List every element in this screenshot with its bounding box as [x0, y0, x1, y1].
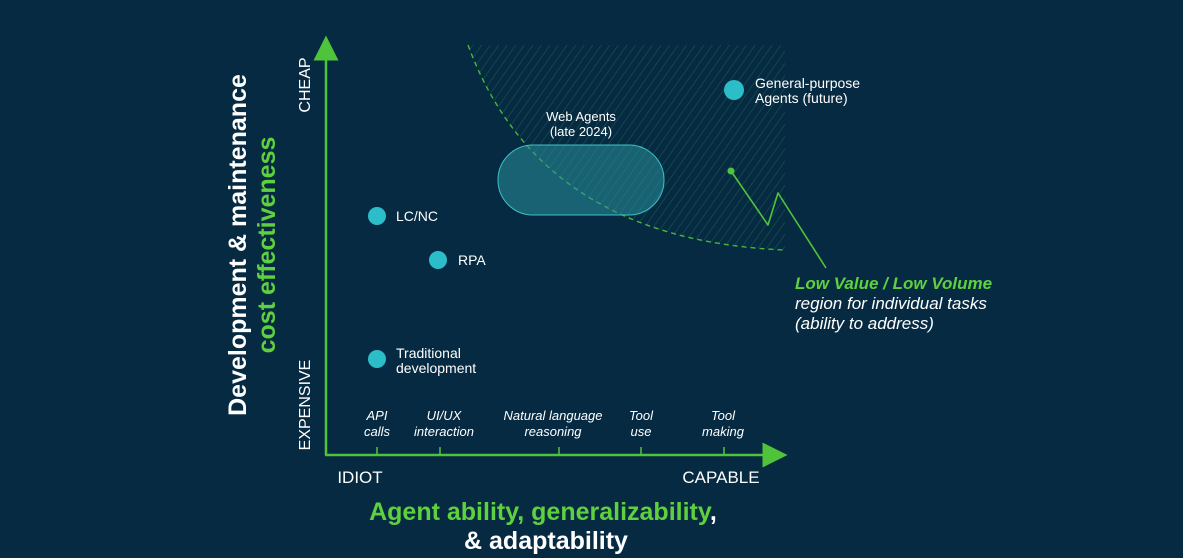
x-axis-title-comma: ,	[710, 498, 717, 526]
x-axis-right-label: CAPABLE	[682, 468, 759, 487]
region-note-title: Low Value / Low Volume	[795, 274, 992, 293]
tick-label-nl-line1: Natural language	[503, 408, 602, 423]
point-traditional-label-line2: development	[396, 360, 476, 376]
point-lcnc-label: LC/NC	[396, 208, 438, 224]
x-axis-title-line2: & adaptability	[464, 527, 628, 555]
web-agents-label-line2: (late 2024)	[550, 124, 612, 139]
point-general-purpose	[724, 80, 744, 100]
region-note-line2: region for individual tasks	[795, 294, 987, 313]
tick-label-api-line1: API	[366, 408, 388, 423]
tick-label-api-line2: calls	[364, 424, 391, 439]
tick-label-toolmaking-line2: making	[702, 424, 745, 439]
x-axis-title-line1: Agent ability, generalizability,	[369, 498, 717, 526]
point-rpa-label: RPA	[458, 252, 486, 268]
point-traditional	[368, 350, 386, 368]
x-axis-title-green: Agent ability, generalizability	[369, 498, 712, 526]
tick-label-toolmaking-line1: Tool	[711, 408, 736, 423]
tick-label-uiux-line1: UI/UX	[427, 408, 463, 423]
x-axis-ticks	[376, 447, 725, 455]
x-axis-left-label: IDIOT	[337, 468, 382, 487]
tick-label-tooluse-line1: Tool	[629, 408, 654, 423]
region-note-line3: (ability to address)	[795, 314, 934, 333]
web-agents-label-line1: Web Agents	[546, 109, 616, 124]
tick-label-uiux-line2: interaction	[414, 424, 474, 439]
tick-label-tooluse-line2: use	[631, 424, 652, 439]
tick-label-nl-line2: reasoning	[524, 424, 582, 439]
y-axis-title-line1: Development & maintenance	[224, 74, 252, 416]
y-axis-bottom-label: EXPENSIVE	[297, 360, 314, 451]
callout-connector	[730, 170, 827, 269]
point-rpa	[429, 251, 447, 269]
point-general-purpose-label-line2: Agents (future)	[755, 90, 848, 106]
y-axis-top-label: CHEAP	[297, 57, 314, 112]
point-lcnc	[368, 207, 386, 225]
web-agents-region	[497, 144, 665, 216]
y-axis-title-line2: cost effectiveness	[253, 137, 281, 354]
point-traditional-label-line1: Traditional	[396, 345, 461, 361]
point-general-purpose-label-line1: General-purpose	[755, 75, 860, 91]
